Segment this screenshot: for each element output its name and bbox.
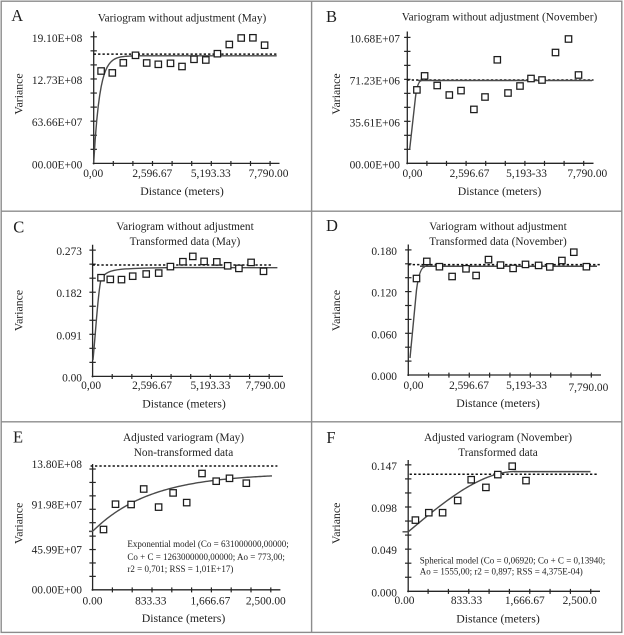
svg-text:1,666.67: 1,666.67 [505,595,545,607]
svg-text:Variance: Variance [11,503,25,544]
svg-text:7,790.00: 7,790.00 [567,168,607,180]
svg-text:Transformed data (May): Transformed data (May) [130,236,241,248]
svg-text:00.00E+00: 00.00E+00 [350,159,401,171]
svg-text:12.73E+08: 12.73E+08 [32,75,83,87]
svg-text:0.060: 0.060 [371,329,397,341]
svg-text:Ao = 1555,00; r2 = 0,897; RSS: Ao = 1555,00; r2 = 0,897; RSS = 4,375E-0… [420,567,583,577]
svg-text:2,596.67: 2,596.67 [132,168,172,180]
svg-text:Adjusted variogram (November): Adjusted variogram (November) [424,432,572,444]
svg-text:0.182: 0.182 [56,288,82,300]
svg-text:Variogram without adjustment (: Variogram without adjustment (May) [98,13,267,25]
svg-text:833.33: 833.33 [451,595,483,607]
svg-text:7,790.00: 7,790.00 [568,382,608,394]
svg-text:0.180: 0.180 [371,246,397,258]
svg-text:0.147: 0.147 [371,461,397,473]
svg-text:0.00: 0.00 [395,595,415,607]
svg-text:Transformed data (November): Transformed data (November) [429,236,567,248]
svg-text:0.120: 0.120 [371,288,397,300]
svg-text:5,193-33: 5,193-33 [506,380,547,392]
svg-text:45.99E+07: 45.99E+07 [32,544,83,556]
svg-text:91.98E+07: 91.98E+07 [32,500,83,512]
svg-text:D: D [326,216,338,235]
svg-text:C: C [13,218,24,237]
svg-text:F: F [326,428,335,447]
svg-text:2,500.0: 2,500.0 [563,595,597,607]
svg-text:00.00E+00: 00.00E+00 [32,584,83,596]
svg-text:Distance (meters): Distance (meters) [458,184,542,198]
svg-text:Distance (meters): Distance (meters) [142,611,226,625]
svg-text:B: B [326,7,337,26]
svg-text:Exponential model (Co = 631000: Exponential model (Co = 631000000,00000; [127,539,288,549]
svg-text:Variogram without adjustment: Variogram without adjustment [429,221,567,233]
svg-text:0.000: 0.000 [371,587,397,599]
svg-text:Variance: Variance [329,503,343,544]
svg-text:5,193-33: 5,193-33 [506,168,547,180]
svg-text:0,00: 0,00 [81,380,101,392]
svg-text:7,790.00: 7,790.00 [249,168,289,180]
svg-text:35.61E+06: 35.61E+06 [350,117,401,129]
svg-text:0.049: 0.049 [371,545,397,557]
svg-text:0.273: 0.273 [56,246,82,258]
svg-text:63.66E+07: 63.66E+07 [32,117,83,129]
svg-text:Variogram without adjustment (: Variogram without adjustment (November) [402,12,598,24]
svg-text:Variance: Variance [329,290,343,331]
svg-text:2,500.00: 2,500.00 [246,596,286,608]
svg-text:Distance (meters): Distance (meters) [456,396,540,410]
svg-text:Transformed data: Transformed data [458,447,538,459]
svg-text:00.00E+00: 00.00E+00 [32,159,83,171]
svg-text:Variance: Variance [329,73,343,114]
svg-text:2,596.67: 2,596.67 [450,168,490,180]
svg-text:Distance (meters): Distance (meters) [140,184,224,198]
svg-text:Non-transformed data: Non-transformed data [134,447,233,459]
svg-text:0.091: 0.091 [56,330,82,342]
svg-text:71.23E+06: 71.23E+06 [350,75,401,87]
svg-text:0.00: 0.00 [83,596,103,608]
svg-text:r2 = 0,701; RSS = 1,01E+17): r2 = 0,701; RSS = 1,01E+17) [127,564,233,574]
svg-text:0.000: 0.000 [371,371,397,383]
svg-text:1,666.67: 1,666.67 [190,596,230,608]
svg-text:7,790.00: 7,790.00 [245,380,285,392]
svg-text:0,00: 0,00 [404,380,424,392]
svg-text:10.68E+07: 10.68E+07 [350,33,401,45]
svg-text:2,596.67: 2,596.67 [132,380,172,392]
svg-text:Variance: Variance [11,73,25,114]
svg-text:5,193.33: 5,193.33 [191,168,231,180]
svg-text:833.33: 833.33 [135,596,167,608]
svg-text:Distance (meters): Distance (meters) [142,397,226,411]
svg-text:Distance (meters): Distance (meters) [456,612,540,626]
svg-text:5,193.33: 5,193.33 [190,380,230,392]
svg-text:13.80E+08: 13.80E+08 [32,459,83,471]
svg-text:Variogram without adjustment: Variogram without adjustment [116,221,254,233]
svg-text:0,00: 0,00 [403,168,423,180]
svg-text:Adjusted variogram (May): Adjusted variogram (May) [123,432,244,444]
svg-text:Variance: Variance [11,290,25,331]
svg-text:E: E [13,428,23,447]
svg-text:0,00: 0,00 [83,168,103,180]
svg-text:Spherical model (Co = 0,06920;: Spherical model (Co = 0,06920; Co + C = … [420,555,605,565]
svg-text:A: A [11,6,23,25]
svg-text:Co + C = 1263000000,00000; Ao: Co + C = 1263000000,00000; Ao = 773,00; [127,552,285,562]
svg-text:19.10E+08: 19.10E+08 [32,33,83,45]
svg-text:0.098: 0.098 [371,503,397,515]
svg-text:2,596.67: 2,596.67 [449,380,489,392]
svg-text:0.00: 0.00 [62,372,82,384]
